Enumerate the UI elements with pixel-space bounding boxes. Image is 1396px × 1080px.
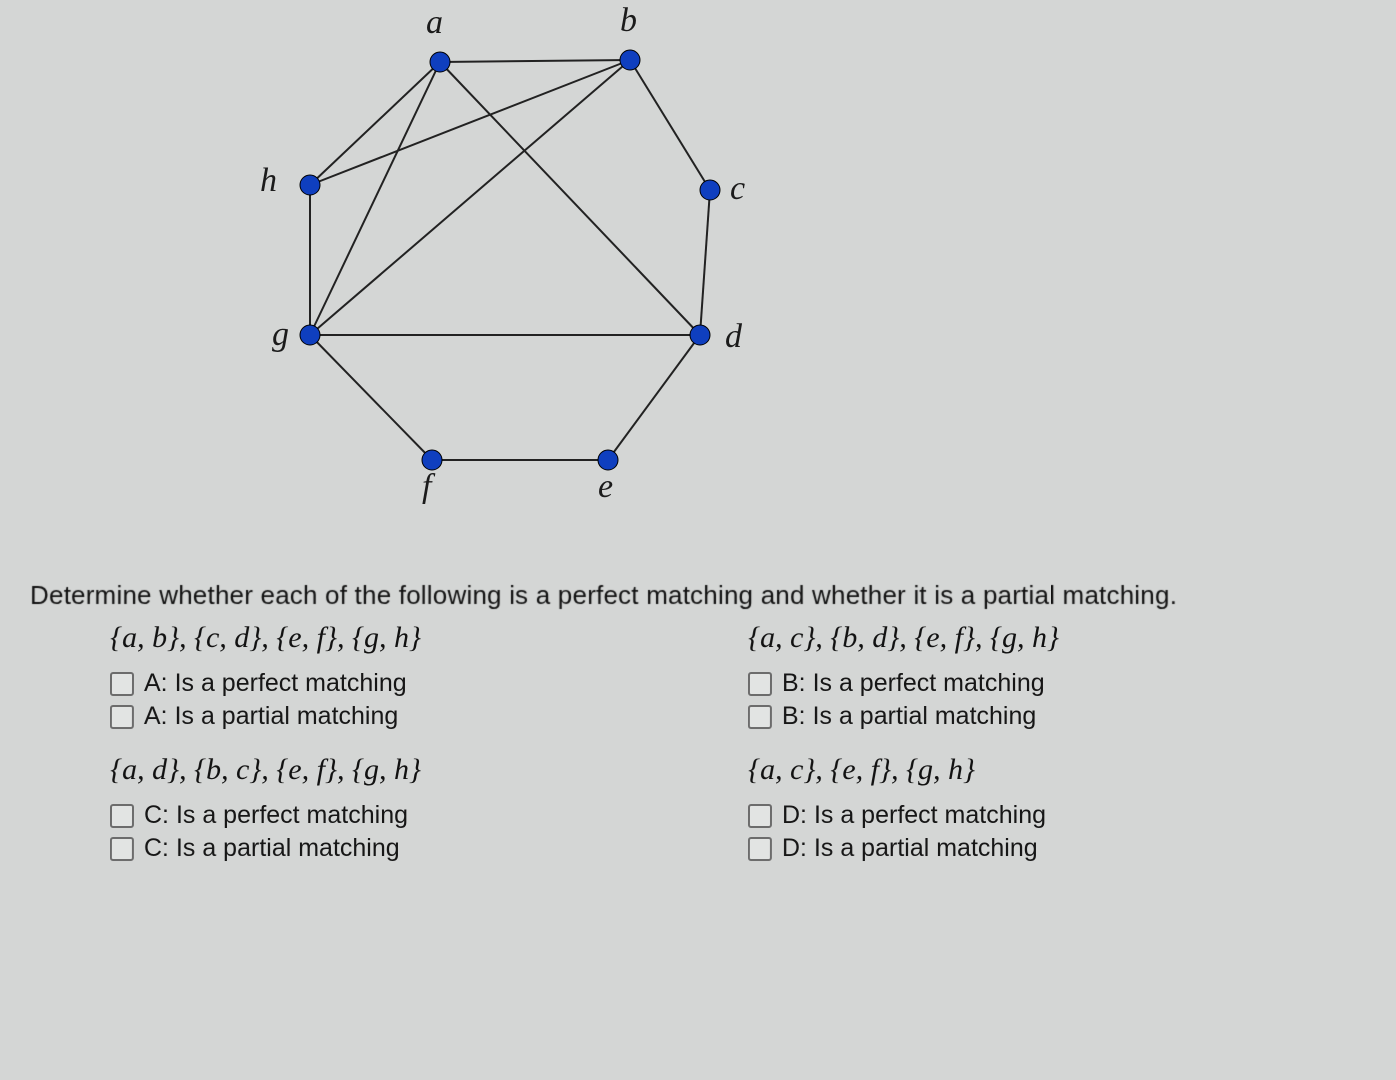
option-A-partial-row[interactable]: A: Is a partial matching: [110, 702, 718, 731]
graph-edge: [700, 190, 710, 335]
graph-edge: [310, 60, 630, 185]
graph-node-c: [700, 180, 720, 200]
graph-edge: [630, 60, 710, 190]
graph-edge: [310, 60, 630, 335]
checkbox-icon[interactable]: [110, 804, 134, 828]
option-C-perfect-label: C: Is a perfect matching: [144, 801, 408, 830]
graph-edge: [310, 62, 440, 335]
graph-node-f: [422, 450, 442, 470]
checkbox-icon[interactable]: [110, 705, 134, 729]
option-D: {a, c}, {e, f}, {g, h} D: Is a perfect m…: [748, 753, 1356, 867]
graph-node-g: [300, 325, 320, 345]
checkbox-icon[interactable]: [110, 672, 134, 696]
checkbox-icon[interactable]: [748, 837, 772, 861]
checkbox-icon[interactable]: [748, 804, 772, 828]
graph-node-b: [620, 50, 640, 70]
graph-edge: [310, 62, 440, 185]
option-A-perfect-row[interactable]: A: Is a perfect matching: [110, 669, 718, 698]
option-C-set: {a, d}, {b, c}, {e, f}, {g, h}: [110, 753, 718, 787]
graph-svg: [200, 0, 980, 540]
graph-label-g: g: [272, 316, 289, 354]
option-A-set: {a, b}, {c, d}, {e, f}, {g, h}: [110, 621, 718, 655]
option-D-perfect-row[interactable]: D: Is a perfect matching: [748, 801, 1356, 830]
option-B-perfect-row[interactable]: B: Is a perfect matching: [748, 669, 1356, 698]
graph-label-f: f: [422, 468, 431, 506]
graph-node-d: [690, 325, 710, 345]
page: a b c d e f g h Determine whether each of the f…: [0, 0, 1396, 1080]
graph-diagram: a b c d e f g h: [200, 0, 980, 540]
option-A-partial-label: A: Is a partial matching: [144, 702, 398, 731]
option-D-set: {a, c}, {e, f}, {g, h}: [748, 753, 1356, 787]
option-D-partial-label: D: Is a partial matching: [782, 834, 1038, 863]
graph-label-a: a: [426, 4, 443, 42]
option-A: {a, b}, {c, d}, {e, f}, {g, h} A: Is a p…: [110, 621, 718, 735]
option-C-partial-label: C: Is a partial matching: [144, 834, 400, 863]
option-C-perfect-row[interactable]: C: Is a perfect matching: [110, 801, 718, 830]
option-C: {a, d}, {b, c}, {e, f}, {g, h} C: Is a p…: [110, 753, 718, 867]
checkbox-icon[interactable]: [748, 705, 772, 729]
option-B-set: {a, c}, {b, d}, {e, f}, {g, h}: [748, 621, 1356, 655]
checkbox-icon[interactable]: [110, 837, 134, 861]
graph-node-a: [430, 52, 450, 72]
options-grid: {a, b}, {c, d}, {e, f}, {g, h} A: Is a p…: [110, 621, 1356, 867]
graph-label-e: e: [598, 468, 613, 506]
graph-edge: [310, 335, 432, 460]
option-B-partial-row[interactable]: B: Is a partial matching: [748, 702, 1356, 731]
checkbox-icon[interactable]: [748, 672, 772, 696]
graph-edge: [440, 60, 630, 62]
graph-label-d: d: [725, 318, 742, 356]
option-D-partial-row[interactable]: D: Is a partial matching: [748, 834, 1356, 863]
graph-edge: [440, 62, 700, 335]
graph-node-h: [300, 175, 320, 195]
option-A-perfect-label: A: Is a perfect matching: [144, 669, 407, 698]
option-B: {a, c}, {b, d}, {e, f}, {g, h} B: Is a p…: [748, 621, 1356, 735]
option-B-partial-label: B: Is a partial matching: [782, 702, 1036, 731]
graph-node-e: [598, 450, 618, 470]
graph-label-c: c: [730, 170, 745, 208]
graph-edge: [608, 335, 700, 460]
option-D-perfect-label: D: Is a perfect matching: [782, 801, 1046, 830]
graph-label-b: b: [620, 2, 637, 40]
option-C-partial-row[interactable]: C: Is a partial matching: [110, 834, 718, 863]
option-B-perfect-label: B: Is a perfect matching: [782, 669, 1045, 698]
question-text: Determine whether each of the following …: [30, 580, 1376, 611]
graph-label-h: h: [260, 162, 277, 200]
